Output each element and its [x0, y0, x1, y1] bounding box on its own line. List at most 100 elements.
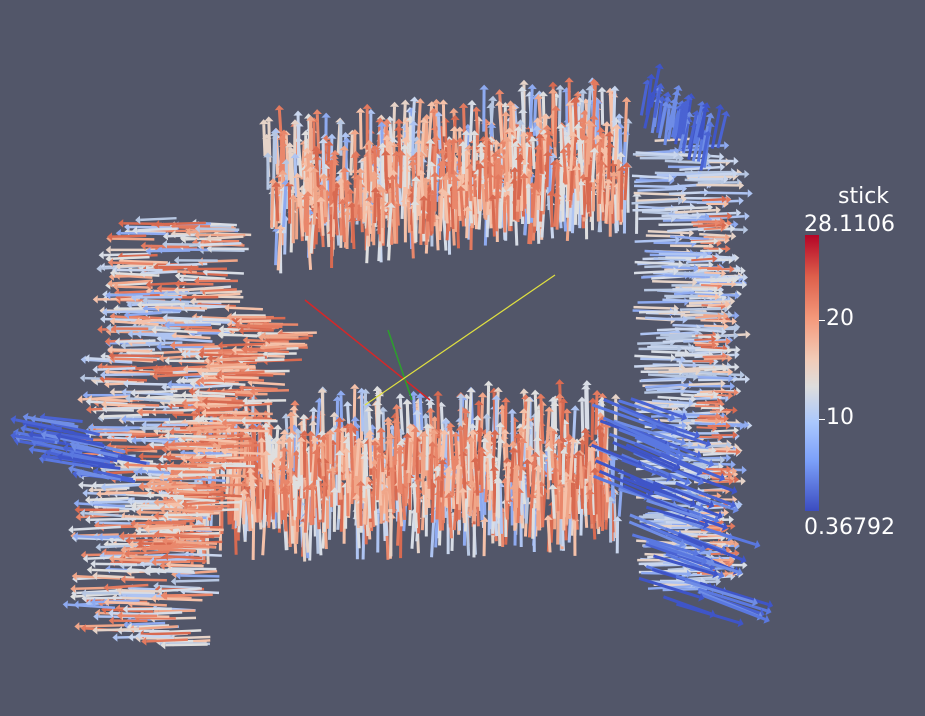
arrow-head	[261, 422, 271, 428]
arrow-head	[131, 501, 137, 510]
arrow-head	[121, 387, 127, 397]
arrow-head	[548, 81, 558, 87]
arrow-head	[592, 456, 603, 462]
arrow-glyph	[111, 237, 155, 241]
arrow-glyph	[308, 520, 313, 561]
arrow-head	[336, 119, 346, 125]
arrow-glyph	[252, 381, 286, 386]
arrow-glyph	[175, 503, 210, 508]
arrow-head	[140, 241, 146, 251]
arrow-head	[564, 434, 575, 440]
arrow-head	[303, 152, 313, 159]
arrow-head	[127, 329, 133, 339]
arrow-head	[425, 407, 436, 413]
arrow-glyph	[516, 159, 522, 200]
arrow-glyph	[76, 575, 121, 580]
arrow-head	[370, 187, 381, 193]
arrow-glyph	[518, 442, 525, 481]
arrow-glyph	[97, 627, 139, 632]
arrow-head	[430, 171, 440, 177]
arrow-head	[279, 485, 290, 492]
arrow-head	[545, 426, 556, 432]
arrow-head	[458, 140, 468, 147]
arrow-head	[118, 219, 124, 228]
arrow-glyph	[591, 152, 596, 183]
arrow-glyph	[112, 234, 147, 238]
arrow-head	[274, 439, 284, 445]
arrow-head	[460, 408, 471, 414]
arrow-head	[290, 119, 300, 125]
arrow-glyph	[551, 489, 556, 519]
arrow-head	[317, 184, 327, 190]
arrow-head	[339, 145, 349, 151]
arrow-glyph	[128, 382, 168, 386]
arrow-glyph	[457, 142, 462, 171]
arrow-head	[517, 86, 527, 92]
arrow-head	[475, 162, 485, 169]
arrow-glyph	[226, 450, 262, 456]
arrow-glyph	[569, 136, 575, 171]
arrow-glyph	[310, 441, 317, 482]
arrow-head	[319, 481, 329, 487]
arrow-head	[243, 496, 254, 502]
arrow-glyph	[546, 519, 552, 553]
arrow-head	[268, 178, 278, 184]
arrow-head	[433, 475, 444, 481]
arrow-glyph	[447, 497, 452, 528]
arrow-glyph	[274, 231, 279, 266]
arrow-head	[291, 450, 302, 456]
arrow-glyph	[575, 170, 580, 201]
arrow-glyph	[202, 317, 235, 322]
arrow-glyph	[135, 389, 178, 395]
arrow-head	[173, 286, 179, 295]
arrow-head	[161, 239, 168, 249]
arrow-head	[239, 488, 249, 494]
arrow-head	[189, 379, 195, 388]
arrow-head	[400, 136, 411, 142]
arrow-glyph	[120, 231, 169, 236]
arrow-head	[438, 99, 449, 105]
arrow-glyph	[451, 459, 457, 497]
arrow-glyph	[112, 279, 154, 285]
arrow-head	[375, 117, 385, 123]
arrow-head	[109, 268, 116, 278]
arrow-head	[582, 380, 592, 386]
arrow-head	[395, 445, 406, 451]
arrow-head	[415, 98, 425, 104]
arrow-head	[465, 163, 475, 169]
arrow-head	[88, 485, 94, 495]
arrow-head	[261, 450, 271, 456]
arrow-glyph	[267, 485, 273, 528]
arrow-head	[85, 515, 91, 525]
arrow-head	[299, 413, 309, 420]
arrow-glyph	[322, 178, 328, 218]
arrow-glyph	[180, 574, 220, 578]
arrow-head	[360, 453, 370, 459]
arrow-head	[151, 325, 157, 335]
arrow-head	[534, 94, 544, 100]
arrow-glyph	[97, 574, 135, 580]
arrow-head	[385, 140, 395, 146]
arrow-head	[500, 102, 511, 108]
arrow-glyph	[267, 439, 273, 480]
arrow-head	[90, 597, 96, 607]
arrow-glyph	[188, 321, 222, 326]
arrow-head	[400, 99, 410, 105]
arrow-head	[524, 396, 534, 402]
arrow-glyph	[411, 125, 416, 160]
arrow-head	[305, 115, 316, 121]
arrow-glyph	[384, 491, 389, 522]
arrow-head	[491, 139, 501, 145]
arrow-head	[319, 173, 329, 179]
arrow-head	[410, 427, 421, 433]
arrow-glyph	[147, 299, 190, 305]
arrow-head	[302, 147, 312, 153]
arrow-glyph	[246, 501, 253, 532]
arrow-glyph	[396, 510, 401, 546]
arrow-glyph	[139, 318, 174, 323]
arrow-glyph	[229, 468, 235, 499]
arrow-glyph	[88, 428, 130, 433]
arrow-head	[120, 341, 126, 350]
arrow-glyph	[262, 124, 267, 156]
